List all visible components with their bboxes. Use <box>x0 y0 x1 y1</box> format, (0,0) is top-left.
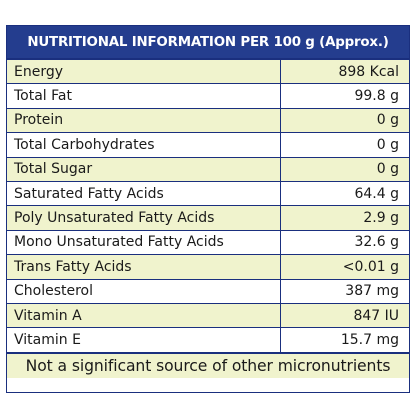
nutrient-value: 0 g <box>279 107 409 134</box>
nutrient-value: 15.7 mg <box>279 327 409 353</box>
table-row: Mono Unsaturated Fatty Acids 32.6 g <box>7 229 409 256</box>
table-row: Total Carbohydrates 0 g <box>7 132 409 158</box>
table-row: Vitamin A 847 IU <box>7 302 409 329</box>
nutrition-panel: NUTRITIONAL INFORMATION PER 100 g (Appro… <box>6 25 410 393</box>
table-row: Total Fat 99.8 g <box>7 83 409 109</box>
nutrition-header: NUTRITIONAL INFORMATION PER 100 g (Appro… <box>7 26 409 59</box>
nutrient-name: Saturated Fatty Acids <box>7 180 281 207</box>
table-row: Vitamin E 15.7 mg <box>7 327 409 353</box>
nutrition-table: Energy 898 Kcal Total Fat 99.8 g Protein… <box>7 58 409 353</box>
nutrient-name: Mono Unsaturated Fatty Acids <box>7 229 281 256</box>
nutrient-name: Total Carbohydrates <box>7 132 281 158</box>
nutrient-value: 0 g <box>279 132 409 158</box>
nutrient-name: Cholesterol <box>7 278 281 304</box>
nutrient-name: Trans Fatty Acids <box>7 254 281 280</box>
nutrient-value: 64.4 g <box>279 180 409 207</box>
nutrient-name: Total Sugar <box>7 156 281 182</box>
nutrient-value: 847 IU <box>279 302 409 329</box>
table-row: Protein 0 g <box>7 107 409 134</box>
nutrient-value: <0.01 g <box>279 254 409 280</box>
nutrient-name: Energy <box>7 58 281 85</box>
nutrient-name: Vitamin E <box>7 327 281 353</box>
nutrient-value: 0 g <box>279 156 409 182</box>
nutrient-value: 99.8 g <box>279 83 409 109</box>
table-row: Energy 898 Kcal <box>7 58 409 85</box>
nutrient-name: Total Fat <box>7 83 281 109</box>
nutrient-value: 32.6 g <box>279 229 409 256</box>
nutrient-name: Poly Unsaturated Fatty Acids <box>7 205 281 231</box>
footer-note: Not a significant source of other micron… <box>7 352 409 378</box>
nutrient-value: 387 mg <box>279 278 409 304</box>
table-row: Poly Unsaturated Fatty Acids 2.9 g <box>7 205 409 231</box>
table-row: Saturated Fatty Acids 64.4 g <box>7 180 409 207</box>
nutrient-value: 898 Kcal <box>279 58 409 85</box>
nutrient-name: Protein <box>7 107 281 134</box>
table-row: Trans Fatty Acids <0.01 g <box>7 254 409 280</box>
table-row: Cholesterol 387 mg <box>7 278 409 304</box>
nutrient-value: 2.9 g <box>279 205 409 231</box>
table-row: Total Sugar 0 g <box>7 156 409 182</box>
nutrient-name: Vitamin A <box>7 302 281 329</box>
